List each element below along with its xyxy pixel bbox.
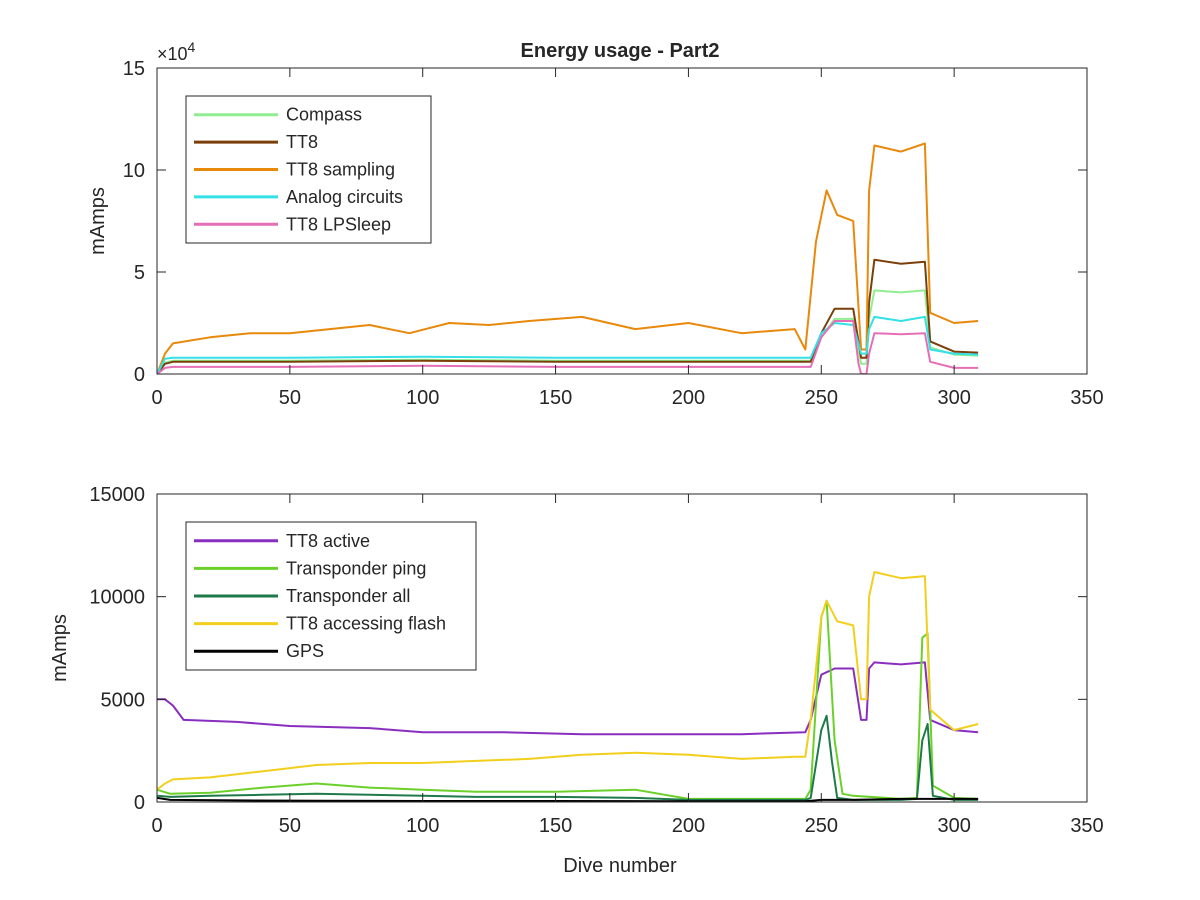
y-tick-label: 0 [134,792,145,814]
legend-label-transponder-all: Transponder all [286,586,410,606]
legend: Compass TT8 TT8 sampling Analog circuits TT8… [185,95,432,244]
series-group [157,571,979,802]
x-tick-label: 150 [539,815,572,837]
y-exponent-power: 4 [188,39,196,55]
x-tick-label: 50 [279,815,301,837]
y-tick-label: 10000 [89,587,145,609]
legend-label-tt8-lpsleep: TT8 LPSleep [286,214,391,234]
series-line-tt8-active [157,661,979,736]
legend-label-tt8-active: TT8 active [286,531,370,551]
x-tick-label: 100 [406,387,439,409]
x-tick-label: 0 [151,815,162,837]
x-tick-label: 300 [937,387,970,409]
series-line-tt8-lpsleep [157,320,979,374]
y-axis-label: mAmps [49,614,71,682]
legend: TT8 active Transponder ping Transponder al… [185,521,477,671]
legend-label-tt8: TT8 [286,132,318,152]
x-tick-label: 350 [1070,387,1103,409]
x-tick-label: 150 [539,387,572,409]
x-tick-label: 200 [672,387,705,409]
series-line-tt8-accessing-flash [157,571,979,791]
y-axis-label: mAmps [87,187,109,255]
series-line-tt8 [157,258,979,374]
y-tick-label: 10 [123,160,145,182]
x-tick-label: 250 [805,387,838,409]
series-line-transponder-ping [157,599,979,800]
series-line-tt8-sampling [157,142,979,374]
y-tick-label: 15000 [89,484,145,506]
axes-box [156,67,1088,375]
bottom-panel: 0 50 100 150 200 250 300 350 0 5000 10000 15000 mAmp… [49,484,1104,837]
x-tick-label: 100 [406,815,439,837]
legend-label-transponder-ping: Transponder ping [286,558,426,578]
chart-title: Energy usage - Part2 [521,40,720,62]
legend-label-compass: Compass [286,105,362,125]
x-tick-label: 250 [805,815,838,837]
series-line-transponder-all [157,714,979,801]
legend-label-tt8-sampling: TT8 sampling [286,160,395,180]
legend-label-tt8-accessing-flash: TT8 accessing flash [286,614,446,634]
y-tick-label: 0 [134,364,145,386]
axes-box [156,493,1088,803]
x-axis-label: Dive number [563,855,677,877]
x-tick-label: 0 [151,387,162,409]
y-tick-label: 15 [123,58,145,80]
x-tick-label: 200 [672,815,705,837]
y-tick-label: 5 [134,262,145,284]
x-tick-label: 300 [937,815,970,837]
x-tick-label: 350 [1070,815,1103,837]
legend-label-analog-circuits: Analog circuits [286,187,403,207]
y-tick-label: 5000 [101,689,146,711]
series-line-analog-circuits [157,315,979,374]
legend-label-gps: GPS [286,641,324,661]
series-group [157,142,979,374]
x-tick-label: 50 [279,387,301,409]
series-line-gps [157,796,979,802]
series-line-compass [157,289,979,374]
top-panel: 0 50 100 150 200 250 300 350051015×104mAmpsComp… [87,39,1104,409]
